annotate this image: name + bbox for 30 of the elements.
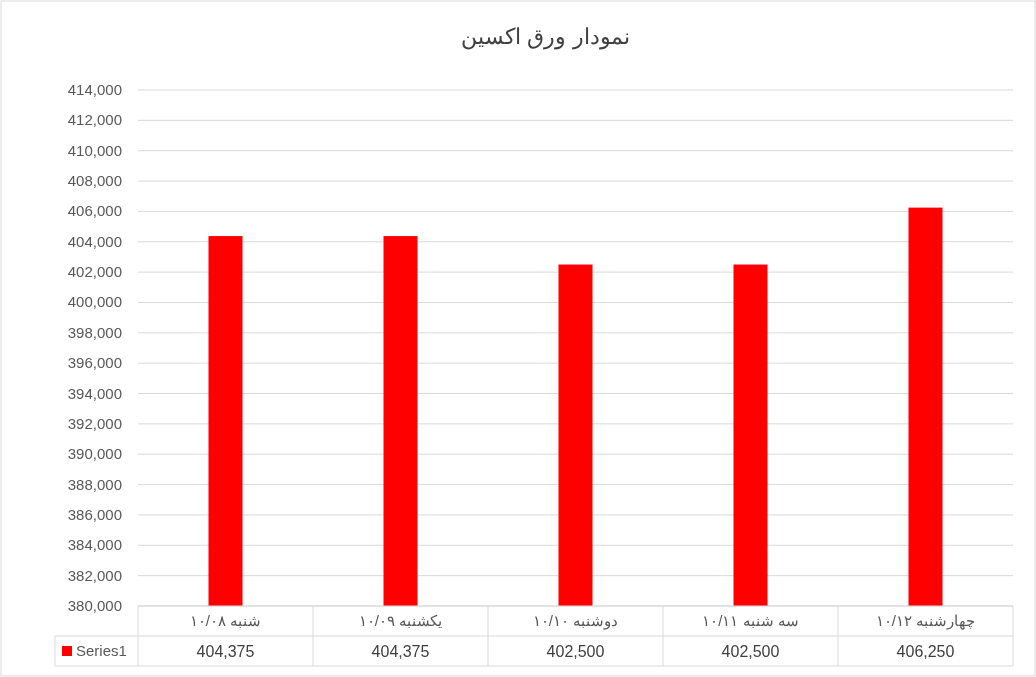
y-tick-label: 388,000 <box>67 475 122 493</box>
y-tick-label: 400,000 <box>67 293 122 311</box>
y-tick-label: 412,000 <box>67 111 122 129</box>
x-tick-label: شنبه ۱۰/۰۸ <box>189 612 262 629</box>
y-tick-label: 382,000 <box>67 566 122 584</box>
data-label: 404,375 <box>196 643 255 660</box>
x-tick-label: دوشنبه ۱۰/۱۰ <box>532 612 619 630</box>
data-label: 402,500 <box>546 643 605 660</box>
y-tick-label: 394,000 <box>67 384 122 402</box>
y-tick-label: 392,000 <box>67 414 122 432</box>
x-tick-label: چهارشنبه ۱۰/۱۲ <box>875 612 976 630</box>
legend-label: Series1 <box>76 642 127 659</box>
y-tick-label: 404,000 <box>67 232 122 250</box>
y-tick-label: 406,000 <box>67 202 122 220</box>
y-tick-label: 386,000 <box>67 505 122 523</box>
y-tick-label: 414,000 <box>67 81 122 98</box>
y-tick-label: 384,000 <box>67 536 122 554</box>
y-tick-label: 380,000 <box>67 597 122 614</box>
data-label: 402,500 <box>721 643 780 660</box>
data-label: 406,250 <box>896 643 955 660</box>
y-tick-label: 390,000 <box>67 445 122 463</box>
y-tick-label: 398,000 <box>67 323 122 341</box>
data-label: 404,375 <box>371 643 430 660</box>
y-tick-label: 410,000 <box>67 141 122 159</box>
x-tick-label: سه شنبه ۱۰/۱۱ <box>702 612 799 629</box>
y-tick-label: 402,000 <box>67 263 122 281</box>
y-tick-label: 408,000 <box>67 172 122 190</box>
chart-title: نمودار ورق اکسین <box>461 24 630 50</box>
y-tick-label: 396,000 <box>67 354 122 372</box>
x-tick-label: یکشنبه ۱۰/۰۹ <box>358 612 443 629</box>
